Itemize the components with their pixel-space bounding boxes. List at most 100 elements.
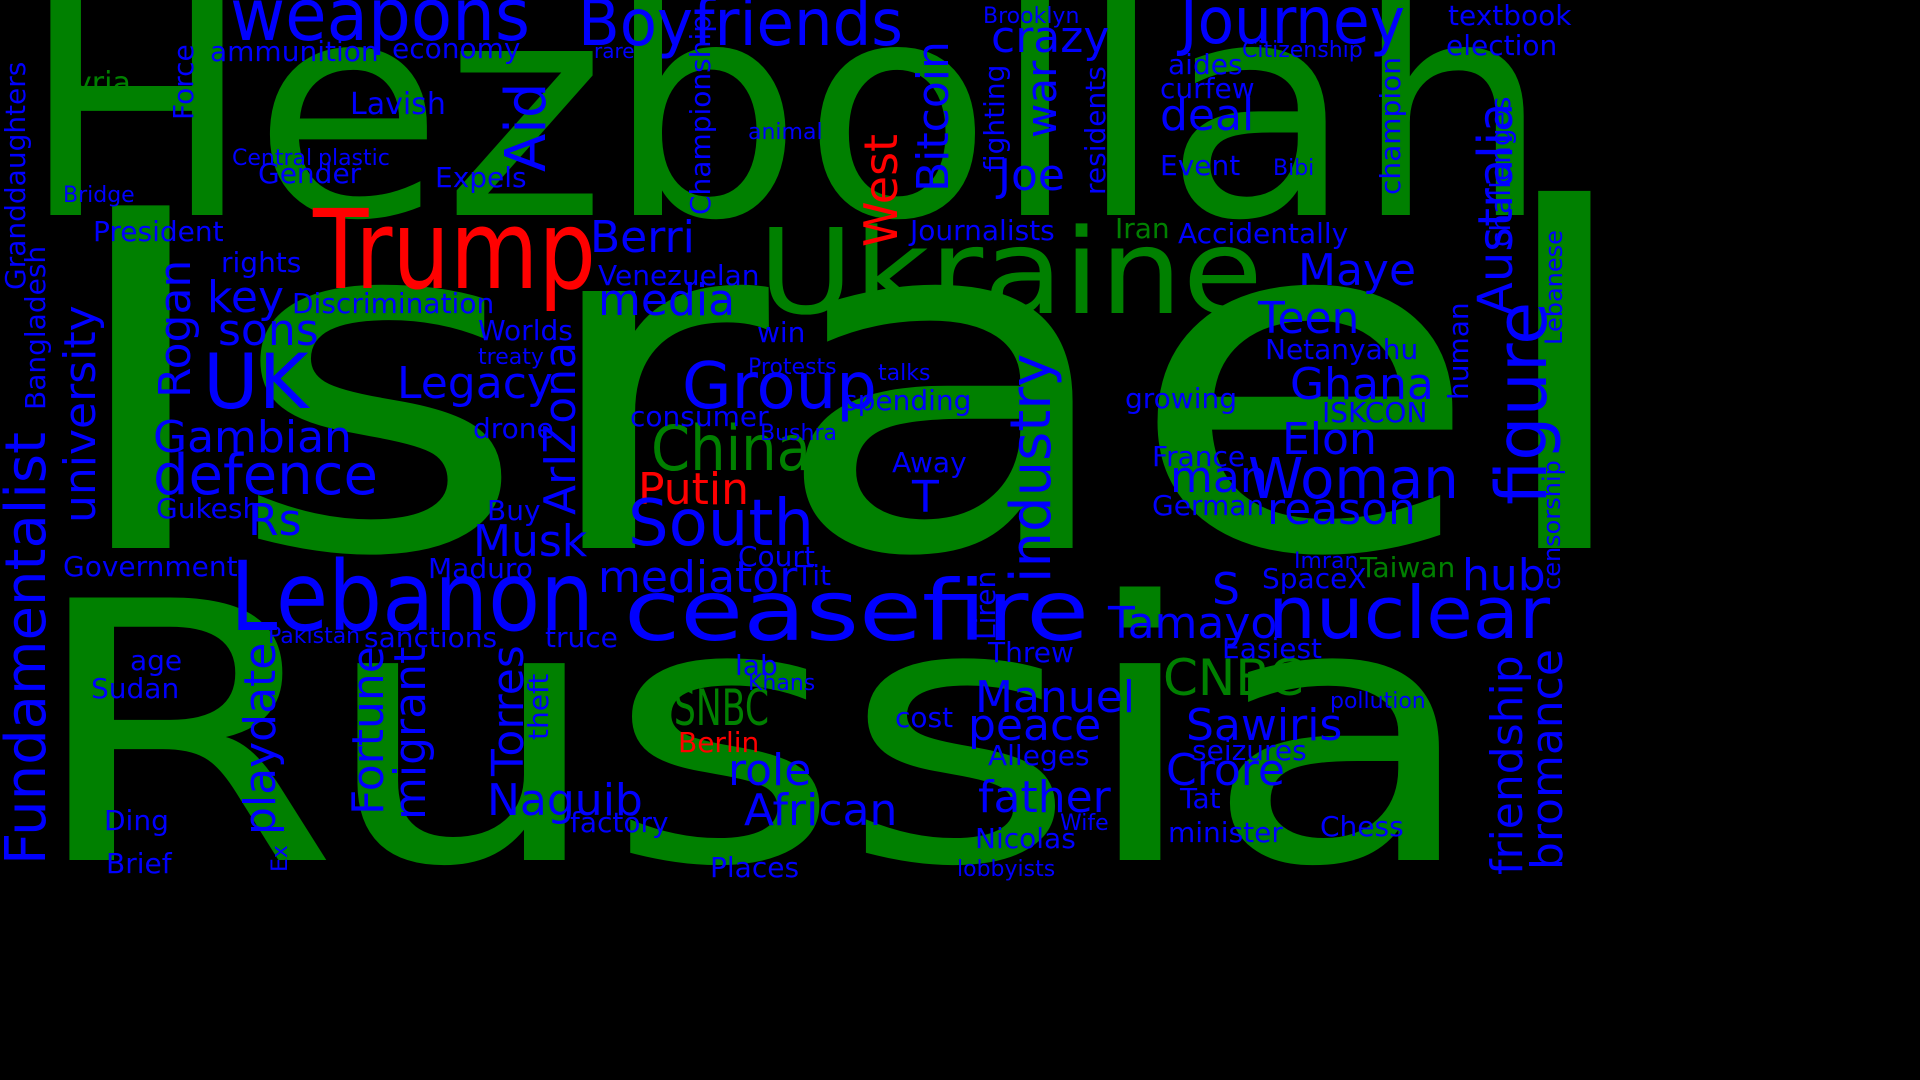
word-human: human xyxy=(1442,302,1475,400)
word-journey: Journey xyxy=(1176,0,1405,59)
word-trump: Trump xyxy=(312,186,596,314)
word-bangladesh: Bangladesh xyxy=(19,246,52,410)
word-berri: Berri xyxy=(590,212,695,263)
word-discrimination: Discrimination xyxy=(292,287,494,320)
word-france: France xyxy=(1152,440,1245,473)
word-protests: Protests xyxy=(748,355,837,380)
word-rare: rare xyxy=(594,39,635,63)
word-berlin: Berlin xyxy=(678,726,759,759)
word-growing: growing xyxy=(1125,382,1237,415)
word-father: father xyxy=(978,772,1112,823)
word-maye: Maye xyxy=(1298,245,1416,296)
word-sawiris: Sawiris xyxy=(1186,700,1342,751)
word-mediator: mediator xyxy=(598,552,798,603)
word-nicolas: Nicolas xyxy=(975,822,1076,855)
word-animal: animal xyxy=(748,120,823,145)
word-joe: Joe xyxy=(995,150,1065,201)
word-lavish: Lavish xyxy=(350,87,446,122)
word-bitcoin: Bitcoin xyxy=(908,41,959,192)
word-rights: rights xyxy=(221,246,301,279)
word-iran: Iran xyxy=(1115,212,1170,245)
word-alleges: Alleges xyxy=(988,739,1090,772)
word-taiwan: Taiwan xyxy=(1359,551,1455,584)
word-ceasefire: ceasefire xyxy=(624,562,1089,660)
word-chess: Chess xyxy=(1320,810,1404,843)
word-university: university xyxy=(55,305,106,523)
word-ex: Ex xyxy=(268,845,293,872)
word-figure: figure xyxy=(1481,302,1563,505)
word-gambian: Gambian xyxy=(153,412,352,463)
word-s: S xyxy=(1212,564,1240,615)
word-threw: Threw xyxy=(987,636,1074,669)
word-south: South xyxy=(628,487,814,561)
word-bibi: Bibi xyxy=(1273,156,1314,181)
word-netanyahu: Netanyahu xyxy=(1265,333,1418,366)
word-manuel: Manuel xyxy=(975,672,1135,723)
word-lab: lab xyxy=(735,649,778,682)
word-lobbyists: lobbyists xyxy=(957,857,1055,882)
word-lebanon: Lebanon xyxy=(230,541,594,653)
word-pollution: pollution xyxy=(1330,689,1426,714)
word-putin: Putin xyxy=(638,464,749,515)
word-plastic: plastic xyxy=(318,146,390,171)
word-tat: Tat xyxy=(1179,782,1221,815)
word-arizona: ArIZona xyxy=(535,342,586,515)
word-challenges: challenges xyxy=(1484,97,1517,247)
word-west: West xyxy=(854,134,908,247)
word-spending: spending xyxy=(843,384,971,417)
word-teen: Teen xyxy=(1257,293,1359,344)
word-syria: Syria xyxy=(55,66,131,101)
word-tit: Tit xyxy=(795,559,831,592)
word-buy: Buy xyxy=(487,494,541,527)
word-economy: economy xyxy=(392,32,520,65)
word-drone: drone xyxy=(473,412,554,445)
word-german: German xyxy=(1152,489,1264,522)
word-uk: UK xyxy=(203,337,311,426)
word-peace: peace xyxy=(968,700,1101,751)
word-weapons: weapons xyxy=(230,0,530,57)
word-naguib: Naguib xyxy=(487,775,643,826)
word-sudan: Sudan xyxy=(91,672,179,705)
word-musk: Musk xyxy=(473,516,588,567)
word-championship: Championship xyxy=(684,15,717,215)
word-factory: factory xyxy=(570,806,669,839)
word-iskcon: ISKCON xyxy=(1322,396,1427,429)
word-curfew: curfew xyxy=(1160,72,1255,105)
word-seizures: seizures xyxy=(1192,734,1307,767)
word-sanctions: sanctions xyxy=(364,621,497,654)
word-african: African xyxy=(744,785,897,836)
word-hezbollah: Hezbollah xyxy=(20,0,1550,286)
word-venezuelan: Venezuelan xyxy=(598,259,760,292)
word-key: key xyxy=(207,272,284,323)
word-central: Central xyxy=(232,146,312,171)
word-fighting: fighting xyxy=(978,65,1011,172)
word-spacex: SpaceX xyxy=(1262,562,1367,595)
word-granddaughters: Granddaughters xyxy=(0,62,32,290)
word-legacy: Legacy xyxy=(397,358,553,409)
word-away: Away xyxy=(892,446,967,479)
word-citizenship: Citizenship xyxy=(1242,38,1363,63)
word-brief: Brief xyxy=(106,847,173,880)
word-ukraine: Ukraine xyxy=(758,203,1263,341)
word-journalists: Journalists xyxy=(908,214,1055,247)
word-elon: Elon xyxy=(1282,414,1377,465)
word-president: President xyxy=(93,215,224,248)
word-ding: Ding xyxy=(104,804,169,837)
word-reason: reason xyxy=(1267,484,1416,535)
word-accidentally: Accidentally xyxy=(1178,217,1348,250)
word-brooklyn: Brooklyn xyxy=(983,4,1079,29)
word-khans: Khans xyxy=(748,671,815,696)
word-ammunition: ammunition xyxy=(210,35,379,68)
word-migrant: migrant xyxy=(385,647,436,820)
word-gukesh: Gukesh xyxy=(156,492,260,525)
word-truce: truce xyxy=(545,621,618,654)
word-aid: Aid xyxy=(494,83,559,172)
word-bushra: Bushra xyxy=(760,421,837,446)
word-election: election xyxy=(1446,29,1557,62)
word-deal: deal xyxy=(1160,90,1254,141)
word-talks: talks xyxy=(878,361,930,386)
word-aides: aides xyxy=(1168,48,1243,81)
